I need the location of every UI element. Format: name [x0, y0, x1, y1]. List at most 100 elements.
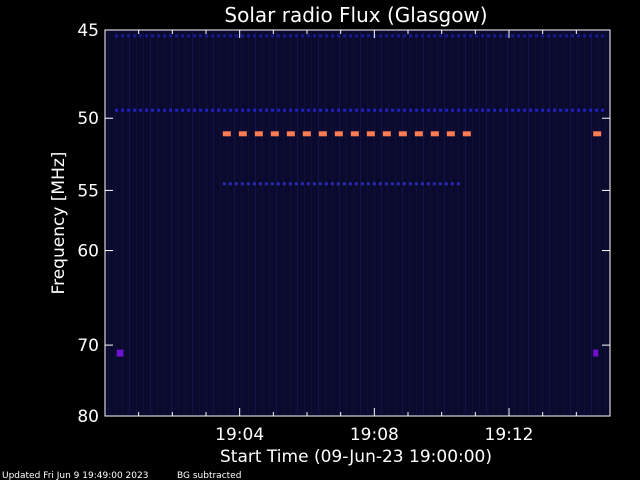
y-axis-label: Frequency [MHz] [49, 152, 69, 295]
top-edge-45.3 [307, 34, 311, 38]
top-edge-45.3 [349, 34, 353, 38]
top-edge-45.3 [487, 34, 491, 38]
texture-line [507, 32, 508, 414]
band-49.5 [601, 108, 605, 112]
band-54.5 [294, 182, 298, 186]
band-49.5 [403, 108, 407, 112]
top-edge-45.3 [439, 34, 443, 38]
texture-line [360, 32, 361, 414]
top-edge-45.3 [181, 34, 185, 38]
top-edge-45.3 [313, 34, 317, 38]
band-49.5 [505, 108, 509, 112]
band-54.5 [300, 182, 304, 186]
texture-line [157, 32, 158, 414]
top-edge-45.3 [211, 34, 215, 38]
texture-line [276, 32, 277, 414]
top-edge-45.3 [265, 34, 269, 38]
top-edge-45.3 [139, 34, 143, 38]
top-edge-45.3 [481, 34, 485, 38]
texture-line [122, 32, 123, 414]
band-51 [270, 131, 279, 137]
texture-line [402, 32, 403, 414]
band-49.5 [535, 108, 539, 112]
band-49.5 [283, 108, 287, 112]
band-49.5 [445, 108, 449, 112]
texture-line [297, 32, 298, 414]
band-49.5 [313, 108, 317, 112]
texture-line [325, 32, 326, 414]
band-51 [222, 131, 231, 137]
top-edge-45.3 [565, 34, 569, 38]
band-49.5 [517, 108, 521, 112]
texture-line [178, 32, 179, 414]
band-49.5 [583, 108, 587, 112]
texture-line [262, 32, 263, 414]
texture-line [451, 32, 452, 414]
texture-line [577, 32, 578, 414]
band-49.5 [469, 108, 473, 112]
band-49.5 [547, 108, 551, 112]
top-edge-45.3 [475, 34, 479, 38]
band-49.5 [277, 108, 281, 112]
band-49.5 [223, 108, 227, 112]
band-54.5 [228, 182, 232, 186]
texture-line [129, 32, 130, 414]
band-49.5 [427, 108, 431, 112]
spot-71-right [593, 349, 599, 357]
band-49.5 [343, 108, 347, 112]
band-49.5 [175, 108, 179, 112]
top-edge-45.3 [289, 34, 293, 38]
band-49.5 [475, 108, 479, 112]
top-edge-45.3 [235, 34, 239, 38]
band-49.5 [121, 108, 125, 112]
texture-line [199, 32, 200, 414]
band-49.5 [409, 108, 413, 112]
band-54.5 [306, 182, 310, 186]
top-edge-45.3 [511, 34, 515, 38]
band-49.5 [265, 108, 269, 112]
x-tick-label: 19:12 [485, 425, 534, 445]
texture-line [563, 32, 564, 414]
band-49.5 [559, 108, 563, 112]
band-49.5 [385, 108, 389, 112]
top-edge-45.3 [187, 34, 191, 38]
band-54.5 [264, 182, 268, 186]
texture-line [535, 32, 536, 414]
band-49.5 [433, 108, 437, 112]
texture-line [486, 32, 487, 414]
top-edge-45.3 [319, 34, 323, 38]
band-49.5 [145, 108, 149, 112]
top-edge-45.3 [535, 34, 539, 38]
band-51 [462, 131, 471, 137]
band-49.5 [271, 108, 275, 112]
texture-line [409, 32, 410, 414]
band-51 [334, 131, 343, 137]
band-54.5 [330, 182, 334, 186]
top-edge-45.3 [463, 34, 467, 38]
texture-line [458, 32, 459, 414]
top-edge-45.3 [253, 34, 257, 38]
texture-line [206, 32, 207, 414]
texture-line [570, 32, 571, 414]
top-edge-45.3 [199, 34, 203, 38]
plot-frame [104, 29, 611, 417]
texture-line [388, 32, 389, 414]
texture-line [423, 32, 424, 414]
band-49.5 [493, 108, 497, 112]
top-edge-45.3 [229, 34, 233, 38]
band-49.5 [127, 108, 131, 112]
band-49.5 [397, 108, 401, 112]
band-49.5 [115, 108, 119, 112]
top-edge-45.3 [571, 34, 575, 38]
top-edge-45.3 [205, 34, 209, 38]
top-edge-45.3 [385, 34, 389, 38]
band-49.5 [157, 108, 161, 112]
band-49.5 [499, 108, 503, 112]
band-49.5 [139, 108, 143, 112]
band-54.5 [360, 182, 364, 186]
band-49.5 [463, 108, 467, 112]
band-54.5 [222, 182, 226, 186]
top-edge-45.3 [133, 34, 137, 38]
band-54.5 [378, 182, 382, 186]
band-51 [414, 131, 423, 137]
